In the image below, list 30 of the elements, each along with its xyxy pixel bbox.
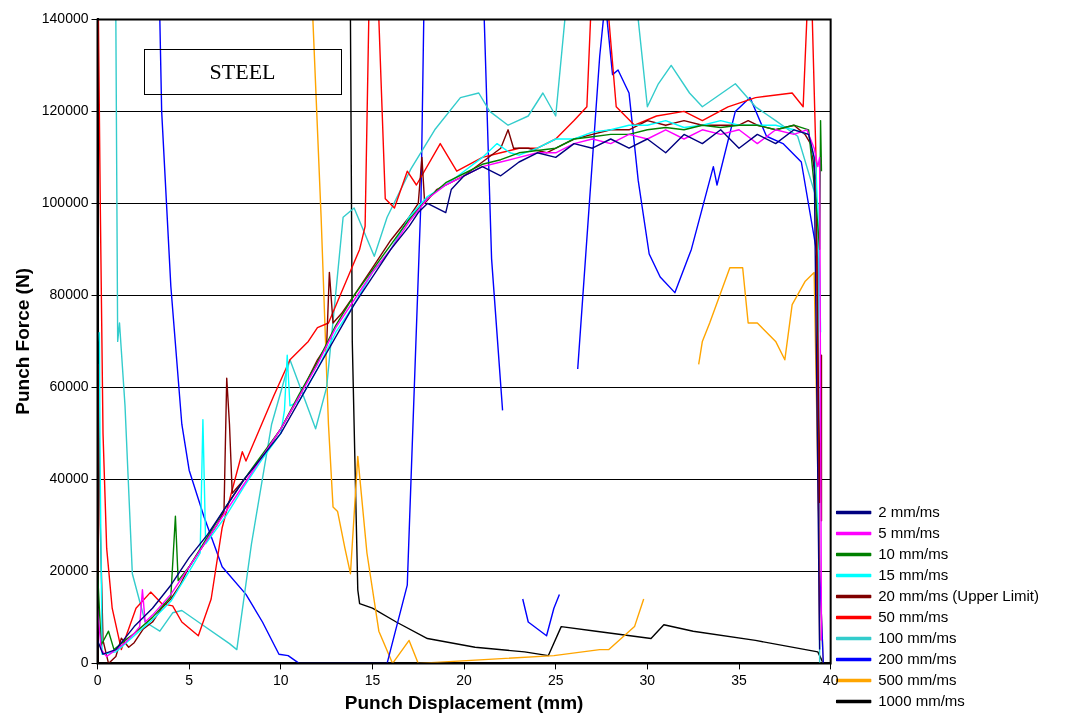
- legend-label: 100 mm/ms: [878, 628, 957, 646]
- x-tick-label: 35: [731, 671, 747, 688]
- x-tick-label: 10: [273, 671, 289, 688]
- legend-label: 10 mm/ms: [878, 544, 949, 562]
- y-axis-title: Punch Force (N): [11, 268, 33, 415]
- x-axis-title: Punch Displacement (mm): [344, 691, 584, 713]
- legend-label: 1000 mm/ms: [878, 691, 965, 709]
- y-tick-label: 0: [80, 654, 89, 671]
- annotation: STEEL: [143, 49, 342, 96]
- legend-label: 500 mm/ms: [878, 670, 957, 688]
- x-tick-label: 30: [639, 671, 656, 688]
- legend-label: 50 mm/ms: [878, 607, 949, 625]
- x-tick-label: 25: [547, 671, 564, 688]
- y-tick-label: 100000: [41, 194, 89, 211]
- x-tick-label: 40: [822, 671, 839, 688]
- x-tick-label: 15: [364, 671, 381, 688]
- x-tick-label: 20: [456, 671, 473, 688]
- y-tick-label: 20000: [49, 562, 89, 579]
- y-tick-label: 140000: [41, 10, 89, 27]
- legend-label: 20 mm/ms (Upper Limit): [878, 586, 1039, 604]
- legend-label: 15 mm/ms: [878, 565, 949, 583]
- x-tick-label: 5: [185, 671, 194, 688]
- y-tick-label: 60000: [49, 378, 89, 395]
- x-tick-label: 0: [93, 671, 102, 688]
- legend-label: 200 mm/ms: [878, 649, 957, 667]
- legend-label: 2 mm/ms: [878, 502, 940, 520]
- y-tick-label: 120000: [41, 102, 89, 119]
- y-tick-label: 80000: [49, 286, 89, 303]
- legend-label: 5 mm/ms: [878, 523, 940, 541]
- y-tick-label: 40000: [49, 470, 89, 487]
